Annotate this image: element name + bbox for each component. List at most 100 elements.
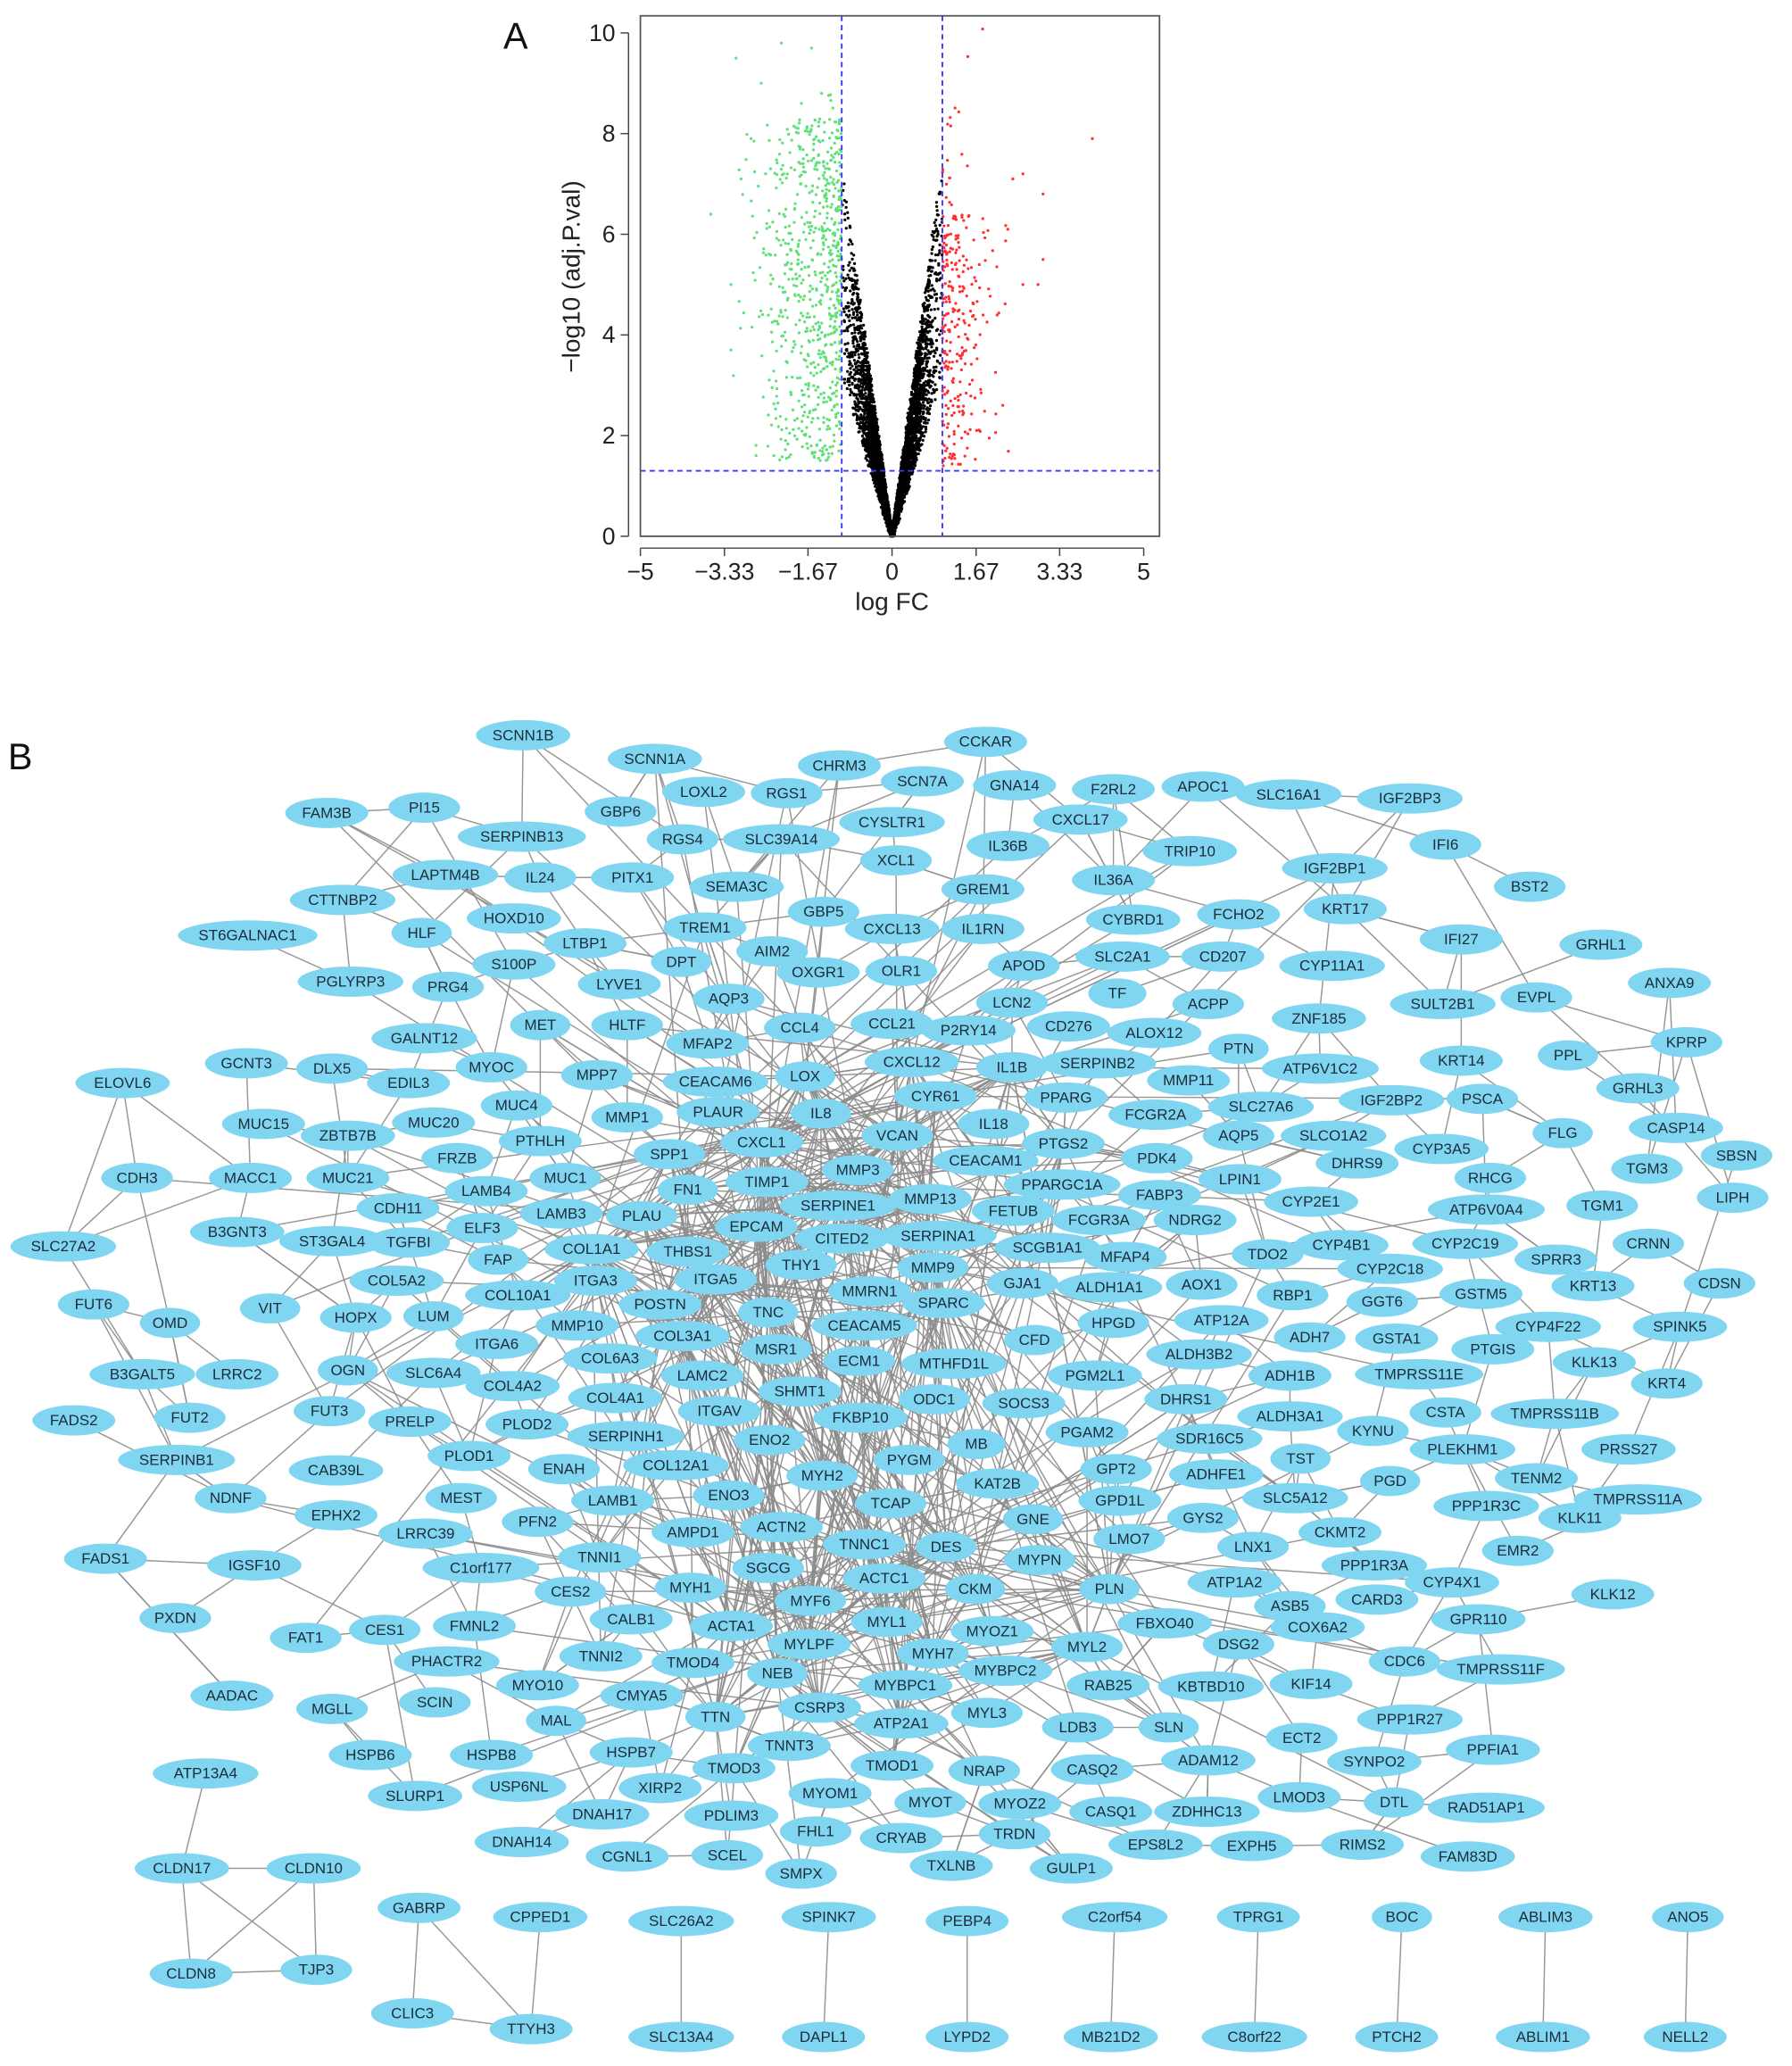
volcano-point-ns [928, 329, 932, 333]
volcano-point-ns [847, 263, 850, 267]
volcano-point-ns [842, 307, 845, 311]
volcano-point-ns [931, 245, 934, 249]
volcano-point-ns [850, 308, 854, 311]
volcano-point-ns [846, 216, 850, 220]
volcano-point-ns [848, 313, 851, 317]
volcano-point-ns [846, 329, 850, 333]
volcano-point-ns [869, 389, 873, 393]
volcano-point-ns [924, 354, 927, 358]
volcano-point-ns [875, 448, 879, 452]
volcano-point-ns [907, 414, 910, 418]
volcano-point-ns [864, 361, 867, 365]
volcano-point-ns [853, 336, 857, 339]
volcano-point-ns [938, 243, 942, 246]
volcano-point-ns [918, 350, 922, 353]
volcano-point-ns [939, 353, 942, 357]
volcano-point-ns [906, 442, 909, 446]
volcano-point-ns [918, 339, 922, 343]
volcano-point-ns [920, 352, 924, 356]
volcano-point-down [830, 290, 834, 294]
volcano-point-down [829, 98, 833, 103]
volcano-point-ns [934, 218, 938, 222]
volcano-point-down [827, 306, 831, 310]
volcano-point-ns [858, 389, 861, 393]
volcano-point-ns [850, 382, 854, 386]
volcano-point-ns [864, 408, 867, 412]
volcano-point-ns [858, 394, 862, 398]
volcano-point-ns [868, 380, 873, 384]
volcano-point-ns [851, 312, 856, 317]
volcano-point-ns [860, 385, 865, 389]
volcano-point-ns [878, 443, 882, 446]
volcano-point-ns [922, 372, 925, 376]
volcano-point-ns [865, 346, 868, 351]
volcano-point-ns [847, 243, 850, 246]
volcano-point-up [944, 243, 949, 247]
volcano-point-ns [913, 431, 917, 436]
volcano-point-ns [848, 319, 851, 322]
volcano-point-ns [924, 345, 928, 349]
volcano-point-up [946, 122, 950, 126]
volcano-point-ns [862, 415, 866, 419]
volcano-point-ns [912, 378, 916, 382]
volcano-point-ns [869, 385, 873, 388]
volcano-point-ns [932, 354, 936, 358]
volcano-point-ns [901, 448, 905, 452]
volcano-point-ns [851, 413, 856, 417]
volcano-point-ns [929, 270, 933, 273]
volcano-point-ns [929, 265, 933, 270]
volcano-point-ns [933, 220, 936, 225]
volcano-point-ns [852, 368, 856, 371]
volcano-point-ns [935, 348, 939, 352]
volcano-point-ns [850, 375, 853, 378]
volcano-point-ns [938, 249, 942, 253]
volcano-point-ns [864, 456, 867, 460]
volcano-point-ns [916, 427, 919, 431]
volcano-point-ns [854, 386, 859, 390]
volcano-point-ns [920, 339, 925, 343]
volcano-point-ns [925, 365, 928, 369]
volcano-point-ns [842, 381, 846, 385]
volcano-point-ns [852, 344, 856, 348]
volcano-point-ns [844, 200, 848, 203]
volcano-point-up [944, 182, 949, 187]
volcano-point-ns [922, 333, 926, 336]
volcano-point-ns [925, 286, 928, 289]
volcano-point-ns [921, 388, 925, 393]
volcano-point-ns [853, 331, 857, 335]
volcano-point-down [820, 276, 824, 280]
volcano-point-down [834, 281, 838, 285]
volcano-point-ns [854, 286, 859, 290]
volcano-point-ns [920, 433, 924, 436]
volcano-point-ns [929, 274, 933, 278]
volcano-point-ns [928, 407, 932, 411]
volcano-point-ns [860, 327, 864, 330]
volcano-point-ns [933, 224, 938, 228]
panel-b-label: B [8, 736, 33, 777]
volcano-point-ns [925, 330, 929, 334]
volcano-point-ns [907, 435, 911, 439]
volcano-point-down [834, 275, 839, 278]
volcano-point-ns [934, 369, 938, 373]
volcano-point-ns [875, 476, 878, 479]
volcano-point-ns [925, 308, 929, 311]
volcano-point-ns [927, 382, 931, 386]
volcano-point-ns [926, 419, 931, 422]
volcano-point-ns [934, 277, 939, 281]
volcano-point-ns [925, 393, 928, 396]
volcano-point-ns [897, 507, 900, 511]
volcano-point-ns [900, 465, 903, 469]
volcano-point-ns [932, 388, 936, 392]
volcano-point-ns [867, 364, 871, 368]
volcano-point-ns [863, 412, 867, 416]
volcano-point-ns [922, 421, 926, 425]
volcano-point-down [828, 228, 832, 232]
volcano-point-ns [915, 413, 918, 417]
volcano-point-ns [916, 378, 919, 383]
volcano-point-ns [926, 299, 931, 303]
volcano-point-ns [867, 447, 872, 451]
volcano-point-ns [936, 253, 940, 257]
volcano-point-ns [844, 313, 849, 317]
volcano-point-ns [851, 341, 855, 345]
volcano-point-ns [924, 318, 927, 321]
